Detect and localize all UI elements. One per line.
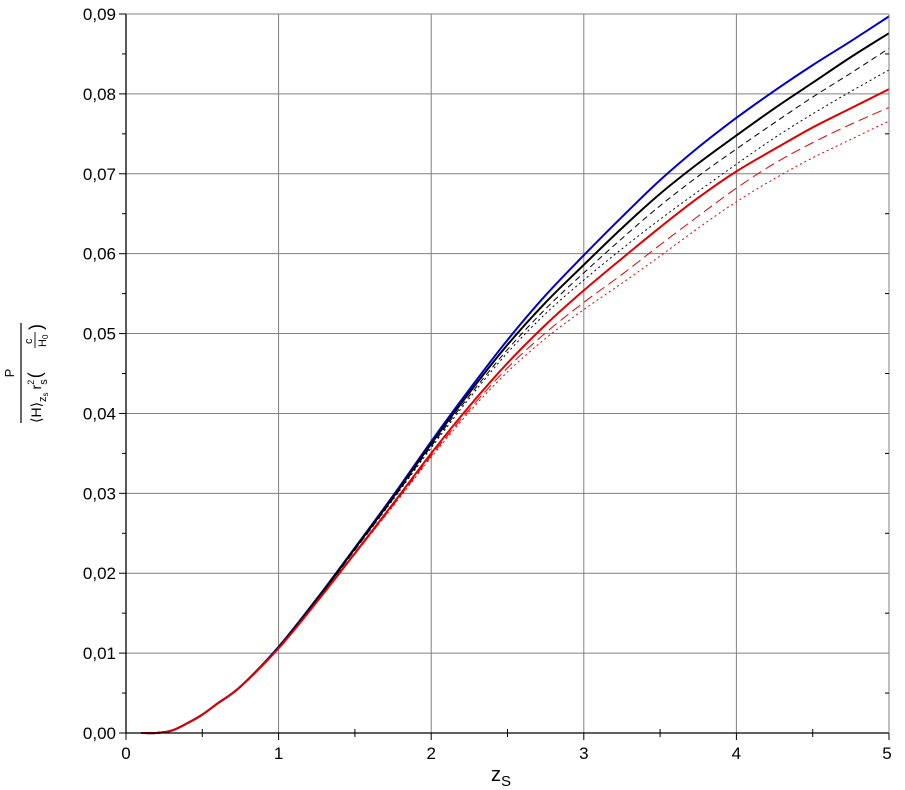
x-axis-title-subscript: S: [501, 773, 511, 790]
y-axis-title-frac-den-main: H: [37, 339, 49, 347]
y-axis-title-h-avg-sub: z: [37, 396, 49, 402]
series-lines: [141, 15, 890, 735]
x-tick-label: 4: [732, 744, 741, 763]
series-line-7: [141, 120, 890, 734]
y-axis-title-numerator: P: [2, 369, 17, 378]
series-line-2: [141, 32, 890, 735]
x-tick-label: 0: [121, 744, 130, 763]
x-tick-label: 1: [274, 744, 283, 763]
y-axis-title-frac-den: H0: [37, 334, 50, 347]
y-axis-title-rangle: ⟩: [28, 402, 44, 407]
y-tick-label: 0,09: [83, 5, 116, 24]
series-line-1: [141, 15, 890, 735]
y-axis-title-r: r: [28, 384, 44, 389]
y-tick-label: 0,00: [83, 724, 116, 743]
inner-minor-ticks: [201, 53, 889, 733]
y-axis-title-frac-num: c: [23, 338, 35, 344]
y-axis-title: P ⟨H⟩zsr2 s( c H0 ): [2, 323, 50, 423]
y-tick-label: 0,04: [83, 404, 116, 423]
y-tick-label: 0,06: [83, 245, 116, 264]
y-axis-title-r-sub: s: [38, 379, 50, 385]
series-line-3: [141, 47, 890, 734]
x-tick-label: 5: [882, 744, 891, 763]
x-axis-title: zS: [491, 764, 511, 790]
y-tick-label: 0,08: [83, 85, 116, 104]
x-tick-labels: 0 1 2 3 4 5: [121, 744, 891, 763]
y-tick-label: 0,01: [83, 644, 116, 663]
x-tick-label: 3: [579, 744, 588, 763]
y-axis-title-lparen: (: [25, 372, 45, 378]
x-axis-title-main: z: [491, 764, 501, 786]
x-tick-label: 2: [426, 744, 435, 763]
y-axis-title-h-avg: H: [28, 407, 44, 417]
series-line-4: [141, 69, 890, 734]
series-line-6: [141, 107, 890, 734]
y-tick-labels: 0,00 0,01 0,02 0,03 0,04 0,05 0,06 0,07 0,08 0,09: [83, 5, 116, 743]
y-axis-title-h-avg-subsub: s: [41, 392, 50, 396]
y-axis-title-r-sup: 2: [26, 380, 36, 385]
series-line-5: [141, 88, 890, 735]
grid-lines: [126, 13, 890, 733]
y-tick-label: 0,02: [83, 564, 116, 583]
tick-marks: [119, 13, 890, 740]
y-tick-label: 0,05: [83, 325, 116, 344]
axes: [125, 13, 890, 734]
y-tick-label: 0,07: [83, 165, 116, 184]
y-axis-title-rparen: ): [26, 324, 46, 330]
y-axis-title-denominator: ⟨H⟩zsr2 s(: [25, 372, 50, 423]
y-axis-title-langle: ⟨: [28, 418, 44, 423]
y-tick-label: 0,03: [83, 484, 116, 503]
y-axis-title-frac-den-sub: 0: [41, 334, 50, 339]
